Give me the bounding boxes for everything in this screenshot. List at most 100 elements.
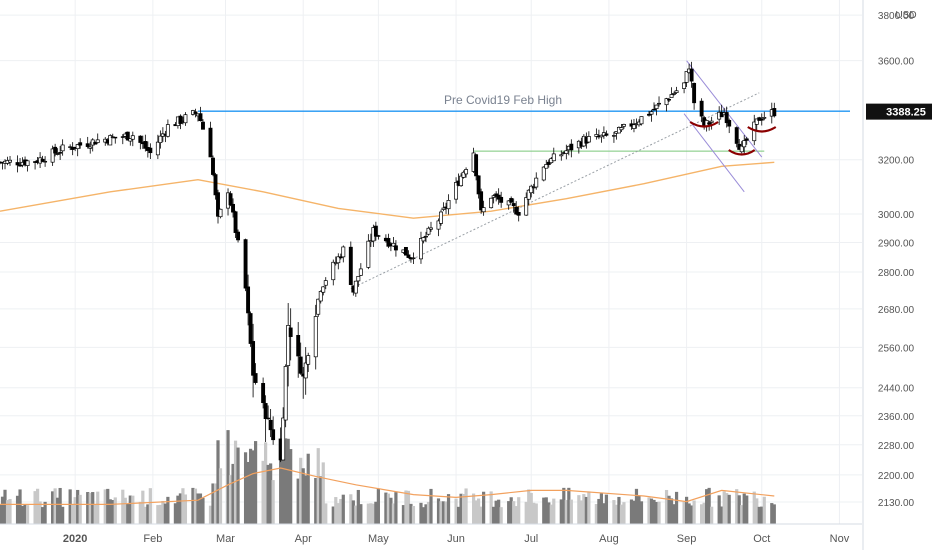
candle [667, 97, 672, 103]
candle-body [213, 174, 218, 196]
candle [198, 106, 203, 122]
candle [772, 102, 777, 118]
candle-body [649, 111, 654, 115]
candle [253, 363, 258, 385]
candle-body [754, 118, 759, 125]
candle-body [286, 325, 291, 366]
candle [283, 364, 288, 428]
candle [441, 202, 446, 212]
volume-bar [279, 447, 283, 524]
volume-bar [471, 493, 476, 524]
candle-body [772, 108, 777, 117]
candle [611, 131, 616, 143]
volume-bar [667, 495, 671, 524]
candle-body [8, 159, 12, 163]
volume-bar [664, 489, 669, 524]
candle [243, 238, 248, 292]
candle [541, 166, 546, 182]
volume-bar [40, 507, 45, 524]
candle [321, 286, 326, 296]
volume-bar [289, 449, 293, 524]
candle-body [201, 121, 205, 130]
candle-body [143, 141, 148, 149]
candle [569, 139, 574, 158]
time-axis[interactable]: 2020 Feb Mar Apr May Jun Jul Aug Sep Oct Nov [0, 523, 862, 545]
volume-bar [479, 506, 483, 524]
horizontal-levels[interactable] [197, 110, 850, 152]
candle [439, 209, 443, 226]
candle-body [727, 120, 732, 127]
volume-bar [176, 495, 180, 524]
volume-bar [384, 492, 388, 524]
channel-lower [683, 113, 745, 193]
time-tick-label: May [368, 533, 389, 545]
candle-body [669, 94, 674, 98]
candle [18, 158, 22, 167]
volume-bar [113, 497, 117, 524]
volume-bar [131, 495, 135, 524]
candle [759, 113, 764, 126]
volume-bar [148, 488, 152, 524]
volume-bar [166, 496, 170, 524]
candle [213, 172, 218, 200]
price-tick-label: 2200.00 [878, 471, 915, 482]
candle [376, 234, 381, 240]
last-price-value: 3388.25 [886, 107, 926, 119]
candle-body [60, 144, 65, 152]
volume-bar [594, 503, 598, 524]
volume-bar [218, 468, 223, 524]
volume-bar [0, 496, 5, 524]
candle-body [489, 197, 494, 209]
candle [682, 82, 687, 94]
candle [248, 311, 253, 347]
last-price-tag: 3388.25 [866, 103, 932, 120]
currency-label: USD [895, 10, 916, 21]
candle [654, 104, 659, 116]
volume-bar [394, 492, 398, 524]
volume-bar [336, 503, 340, 524]
candle-body [353, 280, 358, 294]
candle [689, 61, 694, 88]
volume-bar [123, 497, 127, 524]
candle-body [514, 206, 519, 215]
volume-bar [727, 494, 731, 524]
volume-bar [436, 498, 441, 524]
candle [516, 206, 521, 222]
volume-bar [426, 501, 431, 524]
candle-body [639, 116, 644, 125]
volume-bar [198, 493, 203, 524]
volume-bar [421, 507, 426, 524]
volume-bar [559, 499, 563, 524]
volume-bar [68, 489, 72, 524]
candle-body [236, 231, 241, 241]
volume-bar [156, 505, 160, 524]
candle [531, 183, 536, 194]
candle-body [692, 82, 697, 104]
candle-body [108, 135, 113, 146]
candle [281, 407, 286, 461]
volume-bar [690, 505, 694, 524]
volume-bar [604, 494, 609, 524]
volume-bar [494, 500, 498, 524]
volume-bar [228, 475, 233, 524]
candle [727, 118, 732, 134]
volume-bar [612, 500, 616, 524]
candle-body [248, 313, 253, 344]
volume-bar [121, 489, 125, 524]
candle-body [742, 140, 747, 148]
volume-bar [334, 497, 338, 524]
candle-body [148, 147, 153, 154]
volume-bar [296, 478, 300, 524]
candle [331, 259, 336, 286]
volume-bar [692, 500, 696, 524]
pattern-arc [728, 149, 756, 156]
candle [318, 290, 323, 304]
price-axis[interactable] [862, 0, 932, 550]
candle-body [674, 90, 679, 93]
volume-bar [88, 492, 92, 524]
volume-bar [444, 501, 448, 524]
volume-bar [584, 496, 588, 524]
candle-body [424, 235, 428, 238]
